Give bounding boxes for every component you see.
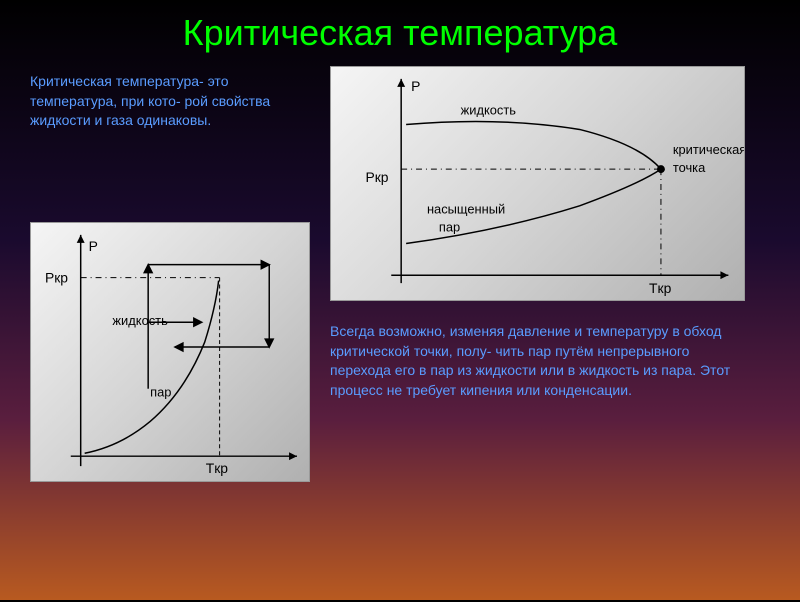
chart2-svg: P Pкр Tкр жидкость пар [31, 223, 309, 481]
content-area: Критическая температура- это температура… [0, 62, 800, 602]
pkr-label: Pкр [365, 169, 388, 185]
critical-label-2: точка [673, 160, 706, 175]
saturated-label: насыщенный [427, 202, 505, 217]
tkr-label: Tкр [649, 280, 672, 296]
chart-critical-point: P Pкр Tкр жидкость насыщенный пар критич… [330, 66, 745, 301]
critical-label-1: критическая [673, 142, 744, 157]
y-axis-label: P [411, 78, 420, 94]
liquid-label-2: жидкость [112, 313, 168, 328]
vapor-label: пар [439, 220, 460, 235]
liquid-label: жидкость [461, 103, 517, 118]
page-title: Критическая температура [0, 0, 800, 62]
tkr-label-2: Tкр [206, 460, 229, 476]
pkr-label-2: Pкр [45, 270, 68, 286]
vapor-label-2: пар [150, 385, 171, 400]
chart-bypass-path: P Pкр Tкр жидкость пар [30, 222, 310, 482]
intro-text: Критическая температура- это температура… [30, 72, 290, 131]
side-text: Всегда возможно, изменяя давление и темп… [330, 322, 750, 400]
chart1-svg: P Pкр Tкр жидкость насыщенный пар критич… [331, 67, 744, 300]
y-axis-label-2: P [89, 238, 98, 254]
